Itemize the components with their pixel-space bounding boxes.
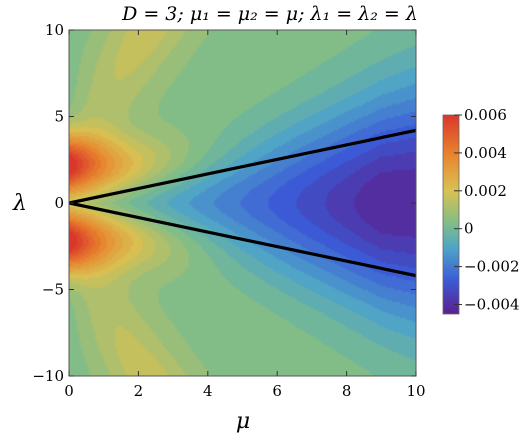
y-axis-ticks: −10 −5 0 5 10 <box>32 21 416 385</box>
colorbar-tick-label: 0.004 <box>464 144 507 162</box>
colorbar-tick-label: 0 <box>464 220 474 238</box>
boundary-line-2 <box>69 201 416 278</box>
boundary-line-1 <box>69 128 416 205</box>
x-tick-label: 4 <box>203 382 213 400</box>
colorbar-tick-label: 0.006 <box>464 106 507 124</box>
y-axis-title: λ <box>12 191 27 216</box>
x-tick-label: 2 <box>134 382 144 400</box>
colorbar-ticks: 0.006 0.004 0.002 0 −0.002 −0.004 <box>454 106 520 314</box>
colorbar-tick-label: −0.004 <box>464 296 520 314</box>
overlay-lines <box>69 128 416 278</box>
heatmap-field <box>69 30 416 376</box>
colorbar-tick-label: −0.002 <box>464 258 520 276</box>
colorbar-tick-label: 0.002 <box>464 182 507 200</box>
x-tick-label: 8 <box>342 382 352 400</box>
x-axis-title: μ <box>236 409 250 434</box>
chart-title: D = 3; μ₁ = μ₂ = μ; λ₁ = λ₂ = λ <box>121 3 418 25</box>
x-tick-label: 6 <box>272 382 282 400</box>
y-tick-label: 10 <box>45 21 64 39</box>
y-tick-label: 5 <box>54 108 64 126</box>
x-tick-label: 10 <box>406 382 425 400</box>
y-tick-label: 0 <box>54 194 64 212</box>
y-tick-label: −10 <box>32 367 64 385</box>
x-axis-ticks: 0 2 4 6 8 10 <box>64 30 426 400</box>
colorbar <box>442 114 460 315</box>
y-tick-label: −5 <box>42 281 64 299</box>
x-tick-label: 0 <box>64 382 74 400</box>
